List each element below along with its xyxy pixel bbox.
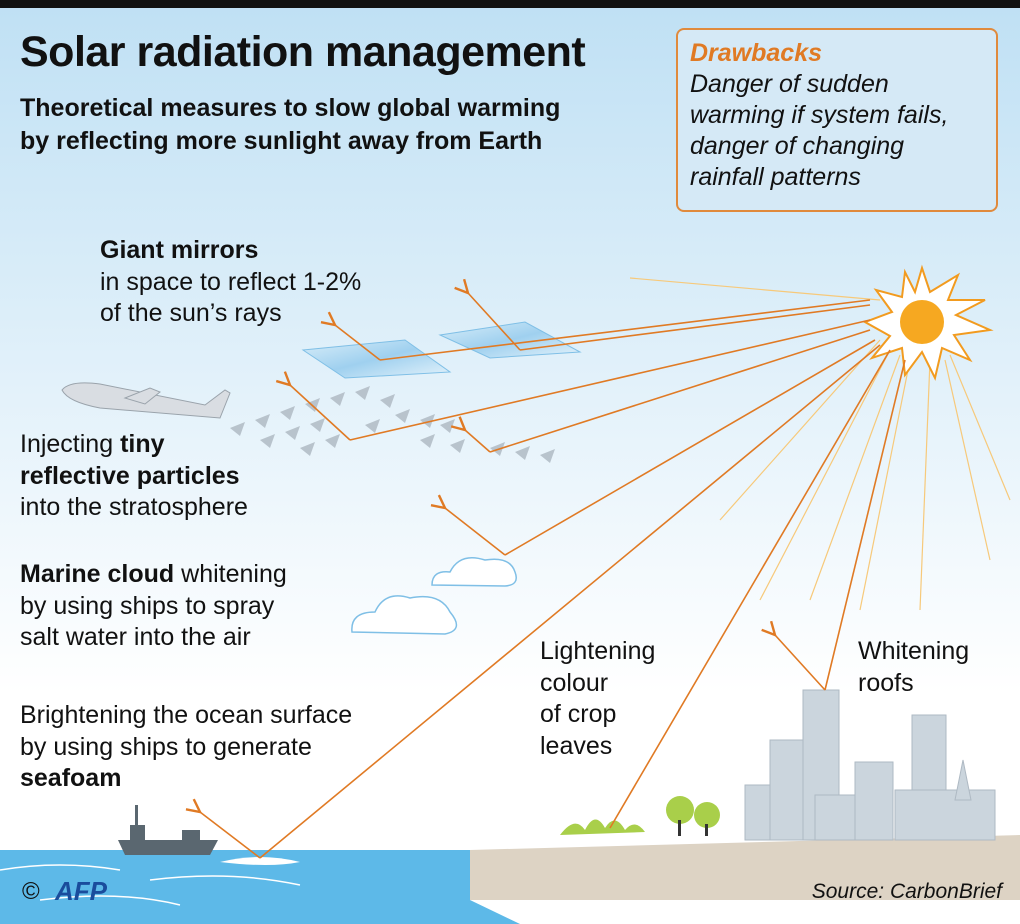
clouds (351, 557, 517, 635)
subtitle-line: Theoretical measures to slow global warm… (20, 94, 561, 122)
source: Source: CarbonBrief (811, 880, 1002, 903)
title: Solar radiation management (20, 28, 586, 76)
label-run: of crop (540, 700, 617, 728)
drawbacks-line: danger of changing (690, 132, 905, 160)
label-line: into the stratosphere (20, 492, 248, 524)
label-run: Giant mirrors (100, 236, 259, 264)
buildings (744, 689, 996, 841)
label-run: Lightening (540, 637, 656, 665)
footer-strip (470, 900, 1020, 924)
label-run: Whitening (858, 637, 970, 665)
label-line: of crop (540, 699, 655, 731)
drawbacks-box: Drawbacks Danger of sudden warming if sy… (676, 28, 998, 212)
label-run: Injecting (20, 430, 121, 458)
label-line: Lightening (540, 636, 655, 668)
label-run: into the stratosphere (20, 493, 248, 521)
label-line: Giant mirrors (100, 235, 361, 267)
seafoam (220, 857, 300, 865)
label-run: colour (540, 668, 609, 697)
label-line: leaves (540, 731, 655, 763)
crops (560, 796, 720, 836)
sun (862, 264, 994, 381)
label-line: roofs (858, 668, 969, 700)
label-line: by using ships to generate (20, 732, 352, 764)
label-run: salt water into the air (20, 623, 251, 651)
clouds-label: Marine cloud whitening by using ships to … (20, 559, 287, 654)
crops-label: Lightening colour of crop leaves (540, 636, 655, 762)
ship (118, 805, 218, 855)
waves (0, 864, 301, 906)
label-line: Injecting tiny (20, 429, 248, 461)
agency-logo: AFP (55, 876, 107, 906)
label-run: leaves (540, 731, 613, 760)
label-line: reflective particles (20, 461, 248, 493)
drawbacks-line: Danger of sudden (690, 70, 889, 98)
drawbacks-line: rainfall patterns (690, 163, 861, 191)
ocean-label: Brightening the ocean surface by using sh… (20, 700, 352, 795)
label-line: Marine cloud whitening (20, 559, 287, 591)
label-line: colour (540, 668, 655, 700)
drawbacks-line: warming if system fails, (690, 101, 949, 129)
label-run: in space to reflect 1-2% (100, 267, 362, 296)
particles (230, 386, 555, 463)
subtitle: Theoretical measures to slow global warm… (20, 92, 560, 158)
label-line: salt water into the air (20, 622, 287, 654)
drawbacks-title: Drawbacks (690, 39, 823, 67)
label-line: by using ships to spray (20, 591, 287, 623)
label-run: seafoam (20, 764, 122, 792)
label-line: Brightening the ocean surface (20, 700, 352, 732)
plane (61, 382, 231, 419)
label-run: by using ships to generate (20, 732, 312, 761)
subtitle-line: by reflecting more sunlight away from Ea… (20, 127, 543, 155)
copyright: © (22, 878, 40, 905)
label-run: tiny (120, 430, 165, 458)
label-run: Marine cloud (20, 560, 175, 588)
label-run: whitening (174, 560, 287, 588)
label-run: by using ships to spray (20, 591, 275, 620)
label-run: of the sun’s rays (100, 299, 282, 327)
label-line: of the sun’s rays (100, 298, 361, 330)
sun-rays (629, 277, 1011, 611)
particles-label: Injecting tiny reflective particles into t… (20, 429, 248, 524)
top-bar (0, 0, 1020, 8)
label-run: Brightening the ocean surface (20, 701, 353, 729)
mirrors-label: Giant mirrors in space to reflect 1-2% of … (100, 235, 361, 330)
orange-rays (200, 293, 906, 859)
label-line: seafoam (20, 763, 352, 795)
label-line: Whitening (858, 636, 969, 668)
label-run: reflective particles (20, 461, 240, 490)
ground (470, 835, 1020, 900)
label-run: roofs (858, 668, 914, 697)
label-line: in space to reflect 1-2% (100, 267, 361, 299)
roofs-label: Whitening roofs (858, 636, 969, 699)
